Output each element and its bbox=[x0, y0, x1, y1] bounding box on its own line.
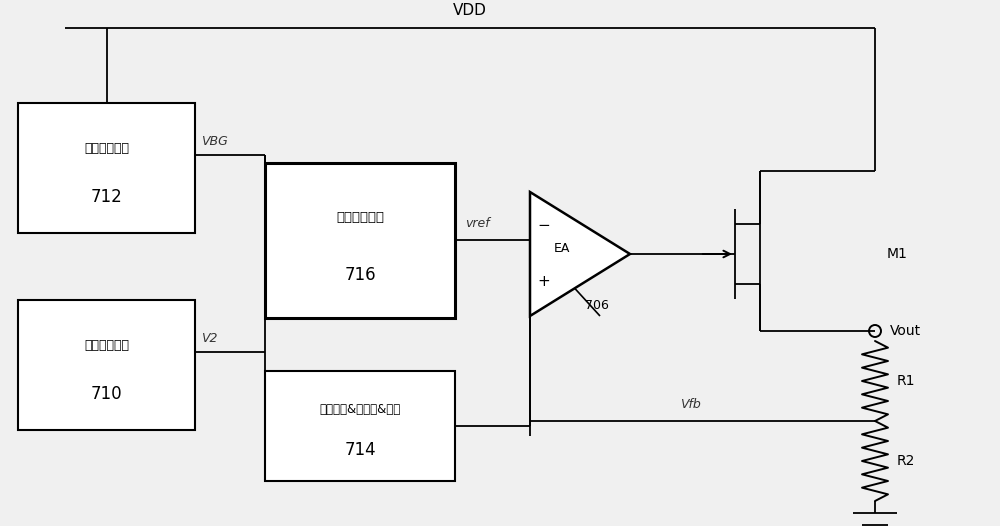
Text: 712: 712 bbox=[91, 188, 122, 206]
Bar bbox=[265, 371, 455, 481]
Text: R2: R2 bbox=[897, 454, 915, 468]
Text: M1: M1 bbox=[887, 247, 908, 261]
Text: 716: 716 bbox=[344, 266, 376, 284]
Text: Vfb: Vfb bbox=[680, 398, 701, 411]
Text: 706: 706 bbox=[585, 299, 609, 312]
Text: 710: 710 bbox=[91, 385, 122, 402]
Text: VDD: VDD bbox=[453, 3, 487, 18]
Bar bbox=[18, 103, 195, 233]
Bar bbox=[265, 163, 455, 318]
Text: 实际带隙电压: 实际带隙电压 bbox=[84, 142, 129, 155]
Text: 开关与滤波器: 开关与滤波器 bbox=[336, 211, 384, 224]
Text: 714: 714 bbox=[344, 441, 376, 459]
Text: 第二参考电压: 第二参考电压 bbox=[84, 339, 129, 352]
Text: vref: vref bbox=[465, 217, 490, 230]
Polygon shape bbox=[530, 192, 630, 316]
Text: +: + bbox=[537, 275, 550, 289]
Bar bbox=[18, 300, 195, 430]
Text: V2: V2 bbox=[201, 332, 217, 345]
Text: EA: EA bbox=[554, 242, 570, 256]
Text: VBG: VBG bbox=[201, 135, 228, 148]
Text: R1: R1 bbox=[897, 374, 916, 388]
Text: Vout: Vout bbox=[890, 324, 921, 338]
Text: 启动逻辑&比较器&定时: 启动逻辑&比较器&定时 bbox=[319, 403, 401, 416]
Text: −: − bbox=[537, 218, 550, 234]
